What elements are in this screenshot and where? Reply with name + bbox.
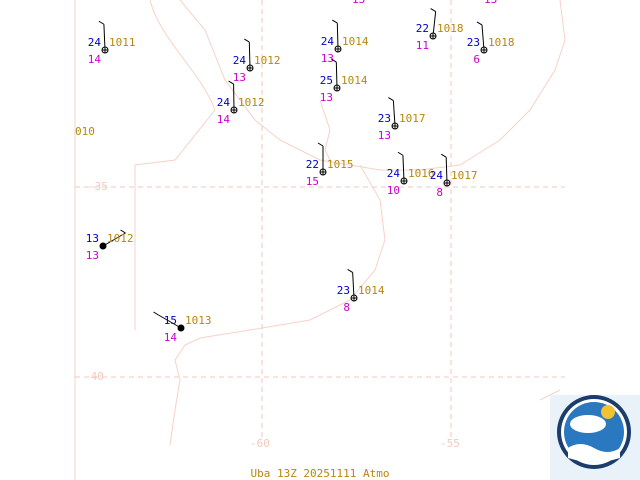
temperature: 15 [164,314,177,327]
station [247,65,253,71]
pressure: 1014 [358,284,385,297]
dewpoint: 6 [473,53,480,66]
logo [550,395,640,480]
station [401,178,407,184]
pressure: 1015 [327,158,354,171]
wind-barb [476,21,483,26]
pressure: 1018 [488,36,515,49]
pressure: 1014 [342,35,369,48]
station [444,180,450,186]
station [430,33,436,39]
temperature: 24 [217,96,231,109]
wind-barb [153,311,159,316]
station [99,242,107,250]
temperature: 22 [416,22,429,35]
dewpoint: 13 [378,129,391,142]
wind-barb [352,272,355,299]
temperature: 22 [306,158,319,171]
temperature: 24 [387,167,401,180]
wind-barb [103,24,106,51]
dewpoint: 15 [306,175,319,188]
temperature: 24 [88,36,102,49]
temperature: 24 [233,54,247,67]
temperature: 23 [467,36,480,49]
pressure: 1017 [399,112,426,125]
wind-barb [228,80,234,85]
station [320,169,326,175]
wind-barb [158,314,182,329]
pressure: 1016 [408,167,435,180]
pressure: 1018 [437,22,464,35]
wind-barb [392,100,396,127]
pressure: 1011 [109,36,136,49]
wind-barb [332,19,338,24]
dewpoint: 11 [416,39,429,52]
wind-barb [397,151,404,156]
grid-label: -55 [440,437,460,450]
station [177,324,185,332]
wind-barb [445,157,448,184]
wind-barb [120,229,126,234]
dewpoint: 14 [164,331,178,344]
pressure: 1012 [254,54,281,67]
wind-barb [335,62,338,89]
pressure: 1014 [341,74,368,87]
dewpoint: 13 [233,71,246,84]
wind-barb [102,232,126,247]
grid-label: -40 [84,370,104,383]
wind-barb [402,155,405,182]
grid-label: -35 [88,180,108,193]
station [335,46,341,52]
temperature: 24 [321,35,335,48]
temperature: 23 [337,284,350,297]
wind-barb [388,97,394,101]
wind-barb [347,268,353,273]
coastlines [74,0,566,480]
pressure: 1012 [238,96,265,109]
temperature: 24 [430,169,444,182]
wind-barb [432,11,437,37]
dewpoint: 8 [436,186,443,199]
dewpoint: 10 [387,184,400,197]
dewpoint: 13 [86,249,99,262]
station [231,107,237,113]
wind-barb [481,24,485,51]
partial-label: 13 [484,0,497,6]
temperature: 23 [378,112,391,125]
pressure: 1017 [451,169,478,182]
temperature: 13 [86,232,99,245]
station [481,47,487,53]
grid-label: -60 [250,437,270,450]
partial-label: 010 [75,125,95,138]
dewpoint: 13 [320,91,333,104]
wind-barb [244,38,250,43]
dewpoint: 8 [343,301,350,314]
wind-barb [317,142,324,147]
station [102,47,108,53]
pressure: 1013 [185,314,212,327]
wind-barb [440,153,447,158]
station [351,295,357,301]
dewpoint: 14 [217,113,231,126]
station [392,123,398,129]
station [334,85,340,91]
footer: Uba 13Z 20251111 Atmo [250,467,389,480]
temperature: 25 [320,74,333,87]
partial-label: 13 [352,0,365,6]
wind-barb [430,8,436,12]
wind-barb [331,58,337,63]
dewpoint: 14 [88,53,102,66]
wind-barb [248,42,251,69]
wind-barb [98,20,105,25]
wind-barb [336,23,339,50]
pressure: 1012 [107,232,134,245]
dewpoint: 13 [321,52,334,65]
